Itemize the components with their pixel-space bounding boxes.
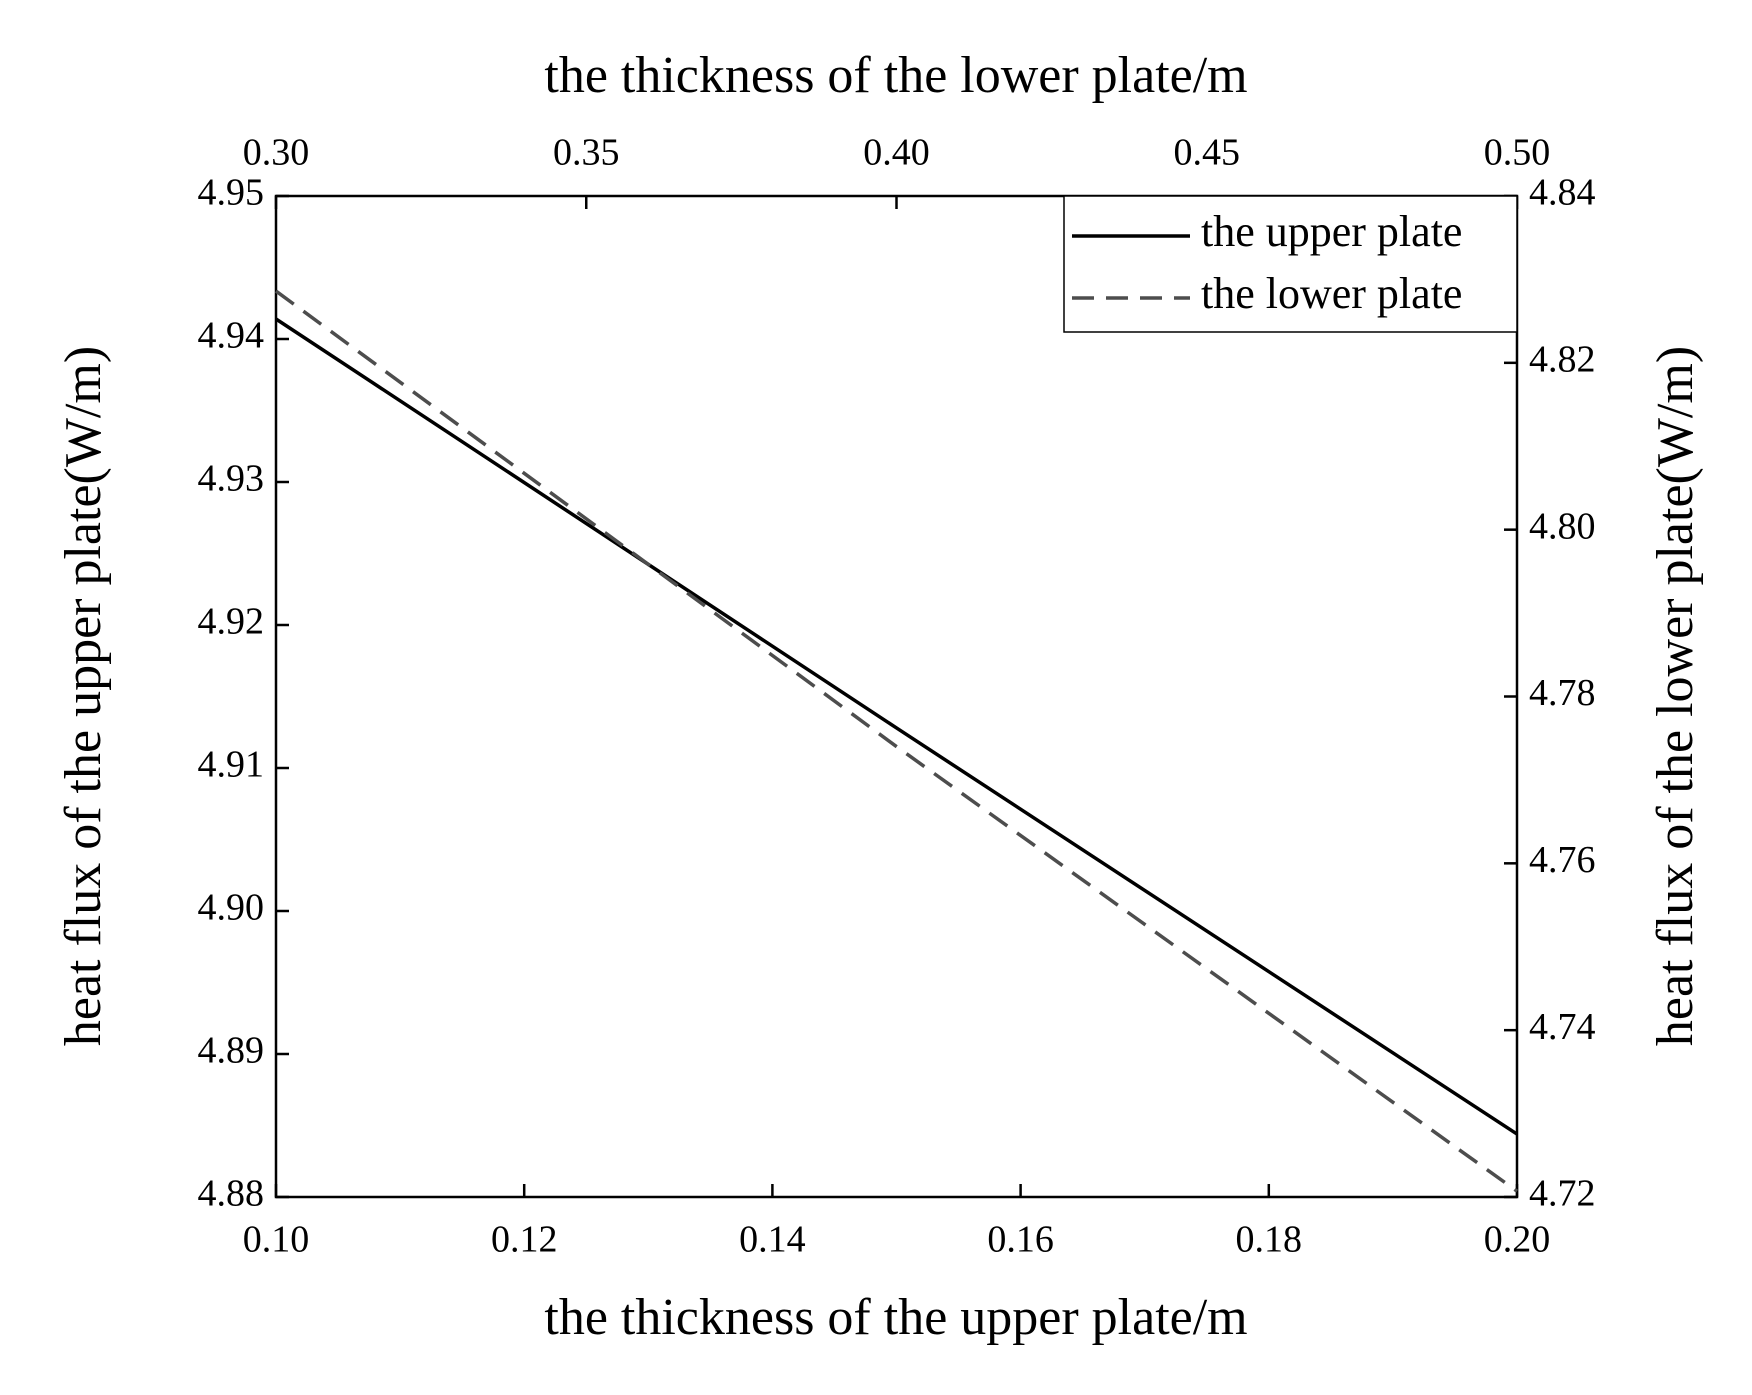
y-tick-label: 4.92 (198, 601, 265, 643)
x2-tick-label: 0.45 (1174, 132, 1241, 174)
x-tick-label: 0.10 (243, 1219, 310, 1261)
y-axis-title: heat flux of the upper plate(W/m) (55, 346, 112, 1046)
x2-tick-label: 0.30 (243, 132, 310, 174)
y2-axis-title: heat flux of the lower plate(W/m) (1647, 346, 1704, 1046)
y2-tick-label: 4.78 (1529, 672, 1596, 714)
y-tick-label: 4.94 (198, 315, 265, 357)
y-tick-label: 4.89 (198, 1030, 265, 1072)
legend-box (1063, 195, 1518, 333)
y-tick-label: 4.88 (198, 1173, 265, 1215)
y-tick-label: 4.91 (198, 744, 265, 786)
x-tick-label: 0.18 (1236, 1219, 1303, 1261)
y2-tick-label: 4.76 (1529, 839, 1596, 881)
x2-tick-label: 0.35 (553, 132, 620, 174)
y2-tick-label: 4.84 (1529, 172, 1596, 214)
x-tick-label: 0.20 (1484, 1219, 1551, 1261)
legend-label: the lower plate (1201, 269, 1462, 318)
top-axis-title: the thickness of the lower plate/m (544, 47, 1247, 104)
x2-tick-label: 0.40 (863, 132, 930, 174)
x-axis-title: the thickness of the upper plate/m (544, 1289, 1247, 1346)
legend-label: the upper plate (1201, 207, 1462, 256)
y2-tick-label: 4.82 (1529, 339, 1596, 381)
x2-tick-label: 0.50 (1484, 132, 1551, 174)
y-tick-label: 4.95 (198, 172, 265, 214)
x-tick-label: 0.12 (491, 1219, 558, 1261)
y-tick-label: 4.90 (198, 887, 265, 929)
plot-frame (274, 194, 1519, 1199)
series-line (274, 289, 1519, 1193)
y2-tick-label: 4.74 (1529, 1006, 1596, 1048)
y2-tick-label: 4.72 (1529, 1173, 1596, 1215)
y-tick-label: 4.93 (198, 458, 265, 500)
y2-tick-label: 4.80 (1529, 505, 1596, 547)
series-line (275, 317, 1518, 1136)
x-tick-label: 0.14 (739, 1219, 806, 1261)
x-tick-label: 0.16 (987, 1219, 1054, 1261)
